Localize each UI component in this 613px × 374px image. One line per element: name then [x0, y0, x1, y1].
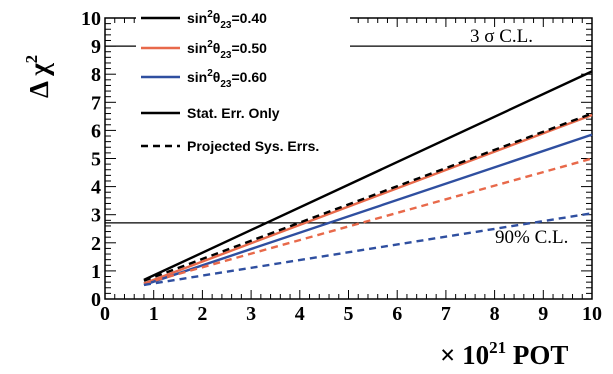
y-tick-label: 3: [91, 205, 101, 227]
legend-label-part: sin: [187, 40, 207, 56]
y-tick-label: 9: [91, 36, 101, 58]
series-line: [143, 133, 593, 287]
series-lines: [143, 70, 593, 287]
legend-background: [136, 8, 350, 158]
legend-label-part: sin: [187, 69, 207, 85]
y-tick-label: 2: [91, 233, 101, 255]
x-tick-label: 7: [441, 303, 451, 325]
legend-label-superscript: 2: [207, 68, 213, 79]
legend-label-superscript: 2: [207, 39, 213, 50]
y-tick-label: 5: [91, 149, 101, 171]
legend-label-part: =0.50: [232, 40, 268, 56]
legend: sin2θ23=0.40sin2θ23=0.50sin2θ23=0.60Stat…: [136, 8, 350, 158]
y-tick-label: 8: [91, 64, 101, 86]
x-tick-label: 6: [392, 303, 402, 325]
y-tick-label: 10: [81, 8, 101, 30]
x-axis-title-suffix: POT: [506, 340, 568, 370]
series-line: [143, 70, 593, 281]
legend-label: sin2θ23=0.50: [187, 39, 267, 61]
y-tick-label: 6: [91, 120, 101, 142]
y-axis-title-prefix: Δ χ: [24, 63, 54, 98]
x-tick-label: 0: [100, 303, 110, 325]
x-tick-label: 3: [246, 303, 256, 325]
plot-area: 3 σ C.L.90% C.L. sin2θ23=0.40sin2θ23=0.5…: [104, 8, 593, 300]
x-axis-title-exponent: 21: [489, 338, 506, 357]
legend-label-part: θ: [213, 69, 221, 85]
x-tick-labels: 0 1 2 3 4 5 6 7 8 9 10: [100, 303, 602, 325]
y-tick-label: 1: [91, 261, 101, 283]
x-tick-label: 9: [538, 303, 548, 325]
legend-label-superscript: 2: [207, 9, 213, 20]
reference-line-label: 3 σ C.L.: [470, 26, 533, 47]
x-tick-label: 8: [490, 303, 500, 325]
legend-label-subscript: 23: [220, 20, 232, 31]
reference-line-label: 90% C.L.: [495, 227, 568, 248]
x-tick-label: 5: [344, 303, 354, 325]
x-tick-label: 2: [197, 303, 207, 325]
series-line: [143, 157, 593, 285]
y-tick-label: 7: [91, 92, 101, 114]
legend-label-part: =0.60: [232, 69, 268, 85]
x-tick-label: 10: [582, 303, 602, 325]
y-axis-title-exponent: 2: [22, 55, 41, 64]
legend-label: sin2θ23=0.60: [187, 68, 267, 90]
y-axis-ticks: [105, 17, 592, 300]
legend-label: Stat. Err. Only: [187, 105, 280, 121]
legend-label-subscript: 23: [220, 79, 232, 90]
y-axis-title: Δ χ2: [22, 55, 54, 98]
x-axis-title-prefix: × 10: [440, 340, 489, 370]
x-tick-label: 4: [295, 303, 305, 325]
legend-label: Projected Sys. Errs.: [187, 138, 319, 154]
x-tick-label: 1: [149, 303, 159, 325]
series-line: [143, 112, 593, 282]
series-line: [143, 212, 593, 287]
y-tick-label: 0: [91, 289, 101, 311]
y-tick-labels: 0 1 2 3 4 5 6 7 8 9 10: [81, 8, 101, 311]
legend-label-part: θ: [213, 40, 221, 56]
reference-lines: 3 σ C.L. 90% C.L.: [105, 26, 592, 248]
legend-label-part: θ: [213, 10, 221, 26]
legend-label-subscript: 23: [220, 50, 232, 61]
legend-label-part: sin: [187, 10, 207, 26]
x-axis-title: × 1021 POT: [440, 338, 568, 370]
legend-label: sin2θ23=0.40: [187, 9, 267, 31]
series-line: [143, 113, 593, 285]
legend-label-part: =0.40: [232, 10, 268, 26]
y-tick-label: 4: [91, 177, 101, 199]
